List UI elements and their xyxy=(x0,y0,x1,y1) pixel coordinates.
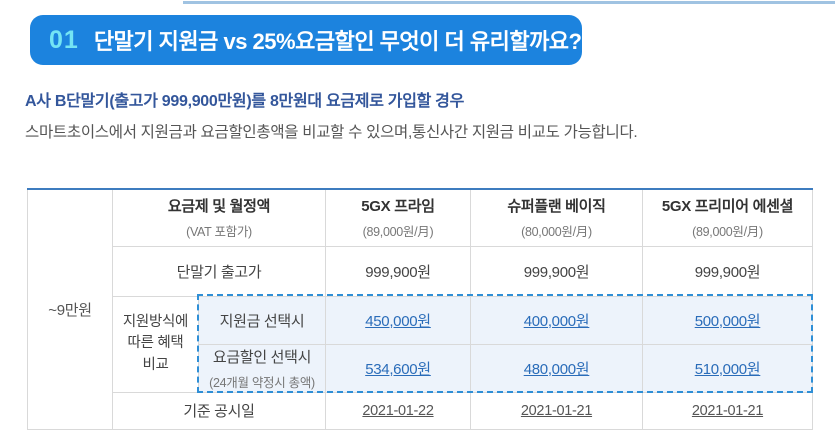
price-range-cell: ~9만원 xyxy=(27,188,113,430)
factory-price-row: 단말기 출고가 999,900원 999,900원 999,900원 xyxy=(28,245,813,297)
subsidy-value-link-1[interactable]: 400,000원 xyxy=(523,312,590,330)
discount-label: 요금할인 선택시 xyxy=(212,348,312,366)
plan-name: 5GX 프리미어 에센셜 xyxy=(661,198,794,216)
notice-date-link-1[interactable]: 2021-01-21 xyxy=(520,403,593,419)
plan-comparison-table: ~9만원 요금제 및 월정액 (VAT 포함가) 5GX 프라임 (89,000… xyxy=(27,188,813,430)
discount-label-sub: (24개월 약정시 총액) xyxy=(209,375,315,390)
notice-date-label: 기준 공시일 xyxy=(112,391,326,430)
header-label-cell: 요금제 및 월정액 (VAT 포함가) xyxy=(112,188,326,247)
subsidy-value-link-2[interactable]: 500,000원 xyxy=(694,312,761,330)
discount-label-cell: 요금할인 선택시 (24개월 약정시 총액) xyxy=(198,343,326,393)
intro-block: A사 B단말기(출고가 999,900만원)를 8만원대 요금제로 가입할 경우… xyxy=(25,87,825,142)
factory-price-value-2: 999,900원 xyxy=(642,245,813,297)
notice-date-link-2[interactable]: 2021-01-21 xyxy=(691,403,764,419)
benefit-group-cell: 지원방식에 따른 혜택 비교 xyxy=(112,295,199,393)
notice-date-cell-0: 2021-01-22 xyxy=(325,391,471,430)
discount-value-link-0[interactable]: 534,600원 xyxy=(365,360,431,378)
notice-date-link-0[interactable]: 2021-01-22 xyxy=(362,403,434,419)
plan-price: (80,000원/月) xyxy=(521,225,592,240)
intro-highlight-text: A사 B단말기(출고가 999,900만원)를 8만원대 요금제로 가입할 경우 xyxy=(25,93,465,110)
top-accent-line xyxy=(183,1,835,4)
subsidy-value-cell-0: 450,000원 xyxy=(325,295,471,345)
table-header-row: ~9만원 요금제 및 월정액 (VAT 포함가) 5GX 프라임 (89,000… xyxy=(27,188,813,430)
discount-value-cell-1: 480,000원 xyxy=(470,343,643,393)
benefit-group-label: 지원방식에 따른 혜택 비교 xyxy=(122,314,189,373)
subsidy-value-link-0[interactable]: 450,000원 xyxy=(365,312,431,330)
discount-value-cell-0: 534,600원 xyxy=(325,343,471,393)
factory-price-value-1: 999,900원 xyxy=(470,245,643,297)
plan-price: (89,000원/月) xyxy=(692,225,763,240)
subsidy-value-cell-1: 400,000원 xyxy=(470,295,643,345)
discount-value-link-1[interactable]: 480,000원 xyxy=(523,360,590,378)
intro-body-text: 스마트초이스에서 지원금과 요금할인총액을 비교할 수 있으며,통신사간 지원금… xyxy=(25,124,638,141)
header-label-sub: (VAT 포함가) xyxy=(186,225,252,240)
factory-price-value-0: 999,900원 xyxy=(325,245,471,297)
section-title: 단말기 지원금 vs 25%요금할인 무엇이 더 유리할까요? xyxy=(93,29,582,54)
discount-row: 요금할인 선택시 (24개월 약정시 총액) 534,600원 480,000원… xyxy=(28,343,813,393)
factory-price-label: 단말기 출고가 xyxy=(112,245,326,297)
section-number-badge: 01 xyxy=(49,25,79,54)
plan-column-1: 슈퍼플랜 베이직 (80,000원/月) xyxy=(470,188,643,247)
notice-date-row: 기준 공시일 2021-01-22 2021-01-21 2021-01-21 xyxy=(28,391,813,430)
section-header-bar: 01 단말기 지원금 vs 25%요금할인 무엇이 더 유리할까요? xyxy=(30,15,582,65)
plan-price: (89,000원/月) xyxy=(362,225,434,240)
subsidy-row: 지원방식에 따른 혜택 비교 지원금 선택시 450,000원 400,000원… xyxy=(28,295,813,393)
plan-column-2: 5GX 프리미어 에센셜 (89,000원/月) xyxy=(642,188,813,247)
subsidy-label: 지원금 선택시 xyxy=(198,295,326,345)
notice-date-cell-1: 2021-01-21 xyxy=(470,391,643,430)
subsidy-value-cell-2: 500,000원 xyxy=(642,295,813,345)
notice-date-cell-2: 2021-01-21 xyxy=(642,391,813,430)
header-label-title: 요금제 및 월정액 xyxy=(167,198,271,216)
discount-value-cell-2: 510,000원 xyxy=(642,343,813,393)
plan-name: 슈퍼플랜 베이직 xyxy=(507,198,606,216)
price-range-label: ~9만원 xyxy=(48,301,92,319)
plan-name: 5GX 프라임 xyxy=(361,198,435,216)
discount-value-link-2[interactable]: 510,000원 xyxy=(694,360,761,378)
plan-column-0: 5GX 프라임 (89,000원/月) xyxy=(325,188,471,247)
